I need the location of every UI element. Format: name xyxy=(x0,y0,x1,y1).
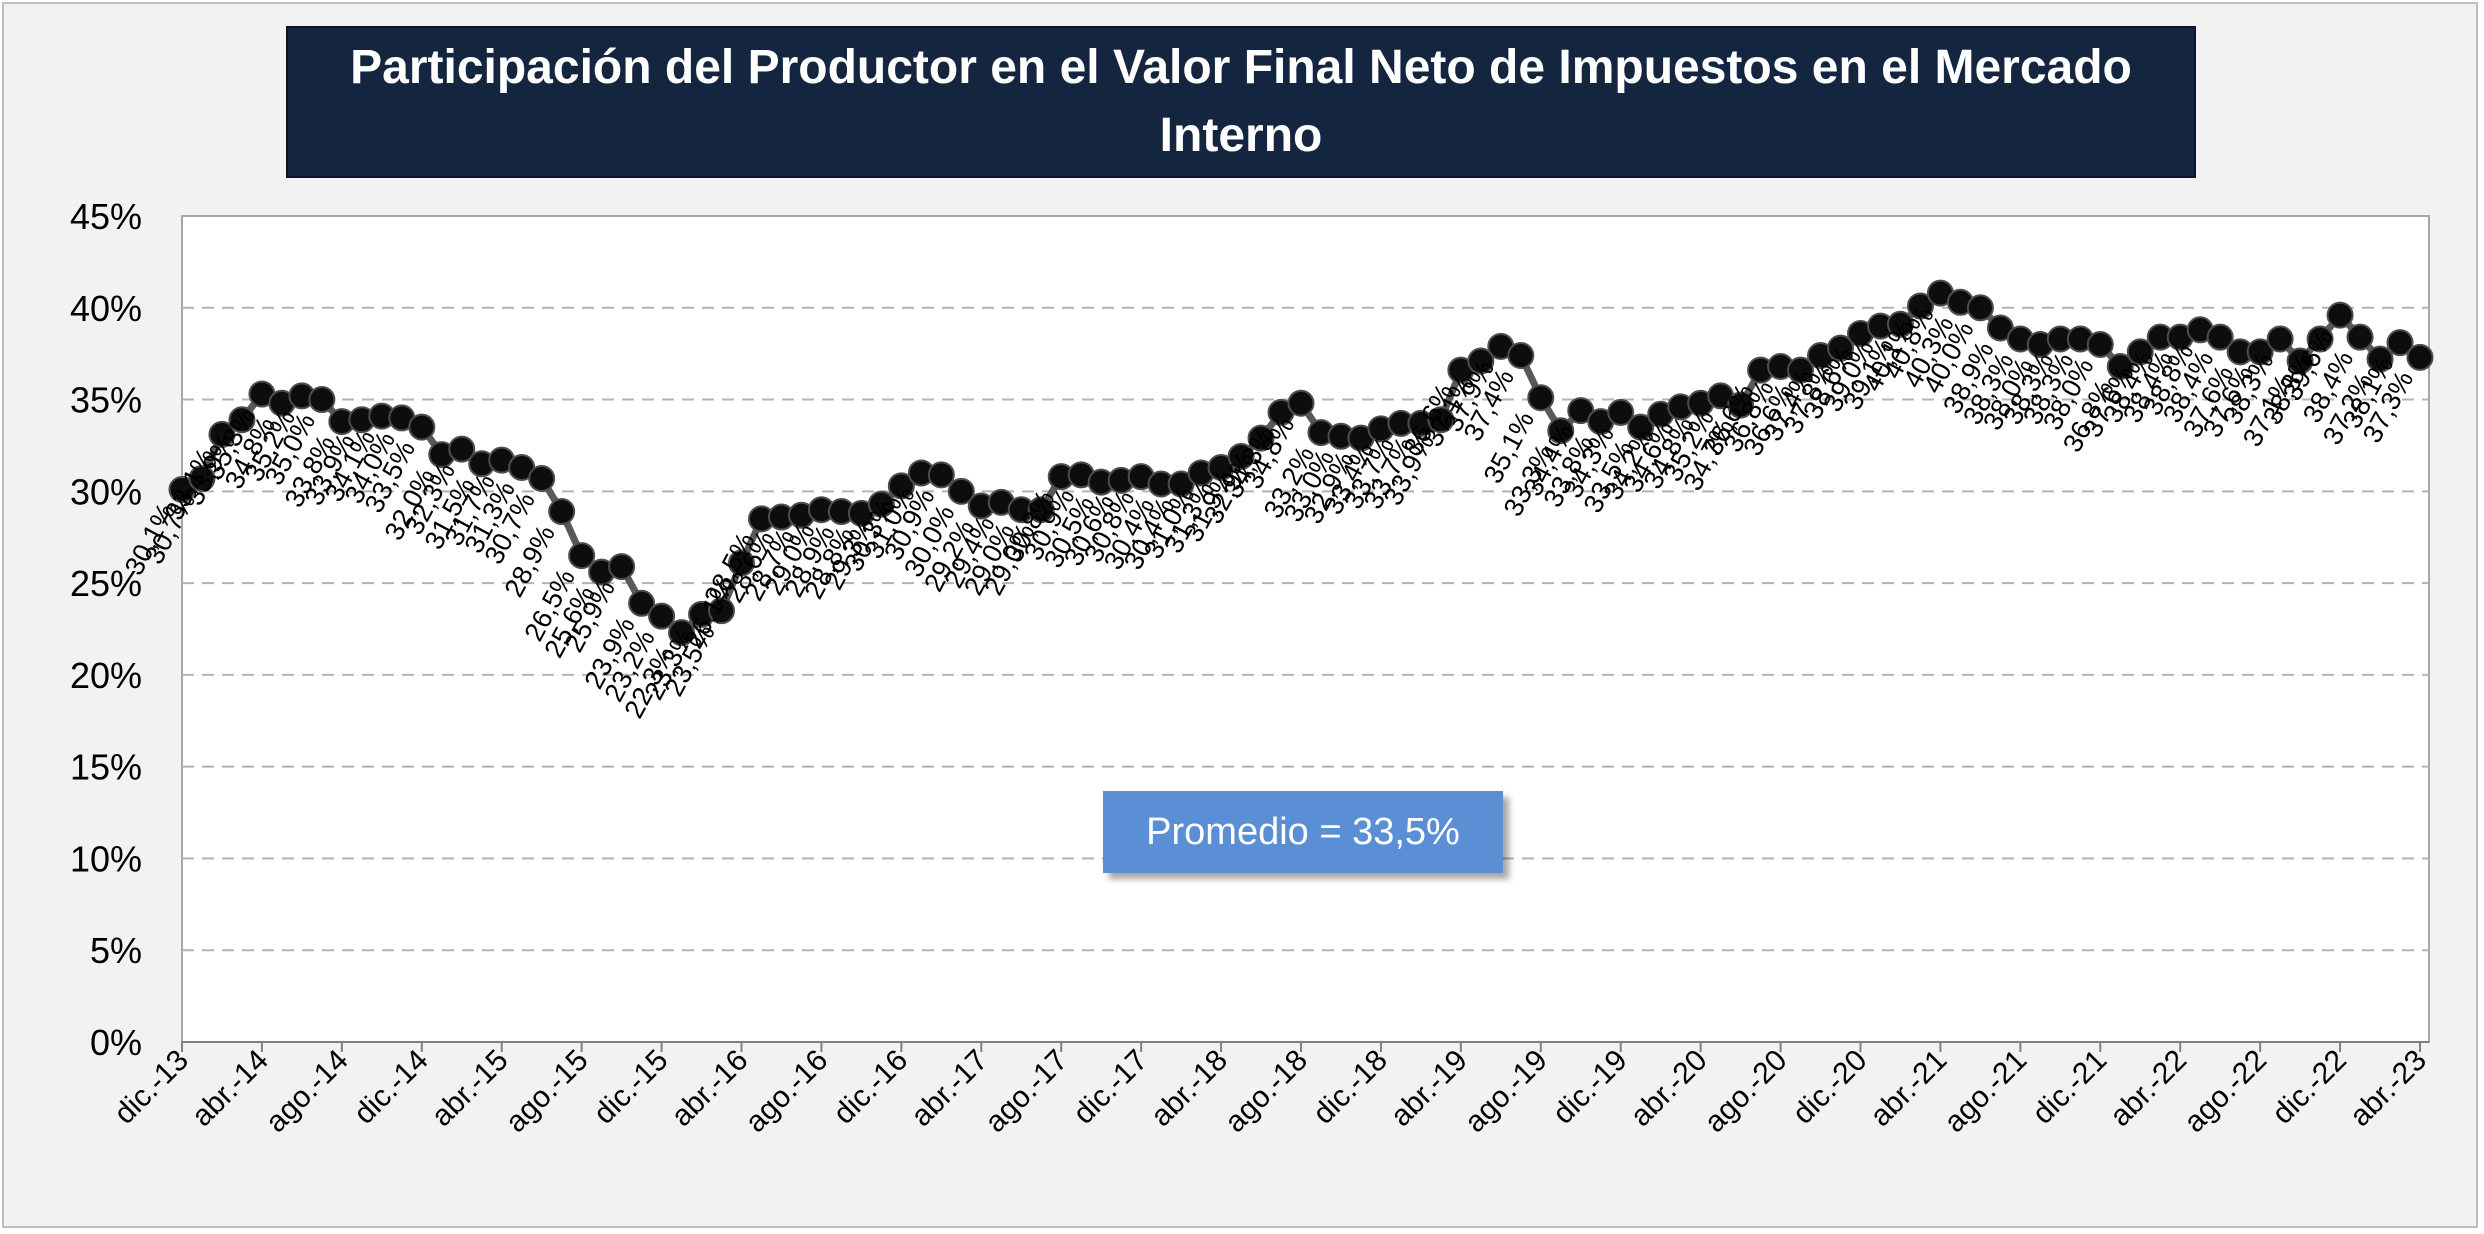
y-axis: 0% 5% 10% 15% 20% 25% 30% 35% 40% 45% xyxy=(70,196,142,1063)
x-tick-label: abr.-17 xyxy=(905,1044,994,1133)
y-tick-label: 15% xyxy=(70,747,142,788)
x-tick-label: ago.-19 xyxy=(1458,1044,1553,1139)
data-point xyxy=(728,549,755,577)
data-point xyxy=(628,589,656,617)
data-point xyxy=(1247,424,1275,452)
data-point xyxy=(1886,310,1914,338)
y-tick-label: 10% xyxy=(70,838,142,879)
y-tick-label: 20% xyxy=(70,655,142,696)
data-point xyxy=(668,619,696,647)
data-point xyxy=(2086,330,2114,358)
data-point xyxy=(1607,398,1635,426)
data-point xyxy=(2206,323,2234,351)
data-point xyxy=(867,490,895,518)
data-point xyxy=(947,477,975,505)
data-point xyxy=(1966,294,1994,322)
y-tick-label: 40% xyxy=(70,288,142,329)
data-markers xyxy=(168,279,2434,647)
x-tick-label: abr.-16 xyxy=(665,1044,754,1133)
x-tick-label: abr.-23 xyxy=(2344,1044,2433,1133)
data-point xyxy=(2286,347,2314,375)
data-point xyxy=(1287,389,1315,417)
plot-area xyxy=(181,215,2430,1043)
data-point xyxy=(2126,338,2154,366)
chart-title: Participación del Productor en el Valor … xyxy=(286,26,2196,178)
x-tick-label: abr.-20 xyxy=(1624,1044,1713,1133)
data-point xyxy=(1906,292,1934,320)
x-tick-label: dic.-19 xyxy=(1547,1044,1634,1131)
x-tick-label: abr.-21 xyxy=(1864,1044,1953,1133)
data-point xyxy=(568,542,596,570)
x-tick-label: abr.-15 xyxy=(425,1044,514,1133)
data-point xyxy=(927,461,955,489)
data-point xyxy=(1547,417,1575,445)
data-point xyxy=(448,435,476,463)
data-point xyxy=(1227,442,1255,470)
x-tick-label: ago.-18 xyxy=(1219,1044,1314,1139)
data-point xyxy=(1787,356,1815,384)
x-tick-label: dic.-17 xyxy=(1067,1044,1154,1131)
data-point xyxy=(188,464,216,492)
data-point xyxy=(548,498,576,526)
x-tick-label: dic.-15 xyxy=(588,1044,675,1131)
data-point xyxy=(408,413,436,441)
data-point xyxy=(1467,347,1495,375)
x-tick-label: ago.-16 xyxy=(739,1044,834,1139)
data-point xyxy=(608,553,636,581)
x-tick-label: ago.-22 xyxy=(2178,1044,2273,1139)
data-point xyxy=(887,472,915,500)
x-tick-label: abr.-22 xyxy=(2104,1044,2193,1133)
x-tick-label: ago.-20 xyxy=(1698,1044,1793,1139)
y-tick-label: 30% xyxy=(70,471,142,512)
data-point xyxy=(708,597,736,625)
data-point xyxy=(2246,338,2274,366)
data-point xyxy=(208,420,236,448)
y-tick-label: 5% xyxy=(90,930,142,971)
x-tick-label: dic.-14 xyxy=(348,1044,435,1131)
data-point xyxy=(308,386,336,414)
x-tick-label: dic.-21 xyxy=(2026,1044,2113,1131)
data-point xyxy=(2346,323,2374,351)
y-tick-label: 35% xyxy=(70,380,142,421)
data-point xyxy=(2386,329,2414,357)
average-annotation: Promedio = 33,5% xyxy=(1103,791,1503,873)
data-point xyxy=(2106,353,2134,381)
data-point xyxy=(228,406,256,434)
x-tick-label: abr.-18 xyxy=(1145,1044,1234,1133)
x-tick-label: dic.-18 xyxy=(1307,1044,1394,1131)
data-point xyxy=(1027,496,1055,524)
data-point xyxy=(2366,345,2394,373)
x-tick-label: ago.-17 xyxy=(979,1044,1074,1139)
y-tick-label: 25% xyxy=(70,563,142,604)
data-point xyxy=(1727,391,1755,419)
data-point xyxy=(1627,413,1655,441)
data-point xyxy=(1427,406,1455,434)
data-point xyxy=(1507,342,1535,370)
x-tick-label: abr.-19 xyxy=(1384,1044,1473,1133)
x-axis: dic.-13abr.-14ago.-14dic.-14abr.-15ago.-… xyxy=(108,1041,2433,1139)
x-tick-label: ago.-14 xyxy=(260,1044,355,1139)
x-tick-label: ago.-21 xyxy=(1938,1044,2033,1139)
data-point xyxy=(2266,325,2294,353)
data-point xyxy=(528,464,556,492)
data-point xyxy=(2406,343,2434,371)
x-tick-label: dic.-16 xyxy=(827,1044,914,1131)
data-point xyxy=(1527,384,1555,412)
x-tick-label: dic.-20 xyxy=(1786,1044,1873,1131)
data-point xyxy=(648,602,676,630)
data-point xyxy=(1827,334,1855,362)
data-point xyxy=(2306,325,2334,353)
x-tick-label: abr.-14 xyxy=(185,1044,274,1133)
x-tick-label: dic.-22 xyxy=(2266,1044,2353,1131)
data-point xyxy=(2326,301,2354,329)
y-tick-label: 0% xyxy=(90,1022,142,1063)
y-tick-label: 45% xyxy=(70,196,142,237)
x-tick-label: ago.-15 xyxy=(499,1044,594,1139)
